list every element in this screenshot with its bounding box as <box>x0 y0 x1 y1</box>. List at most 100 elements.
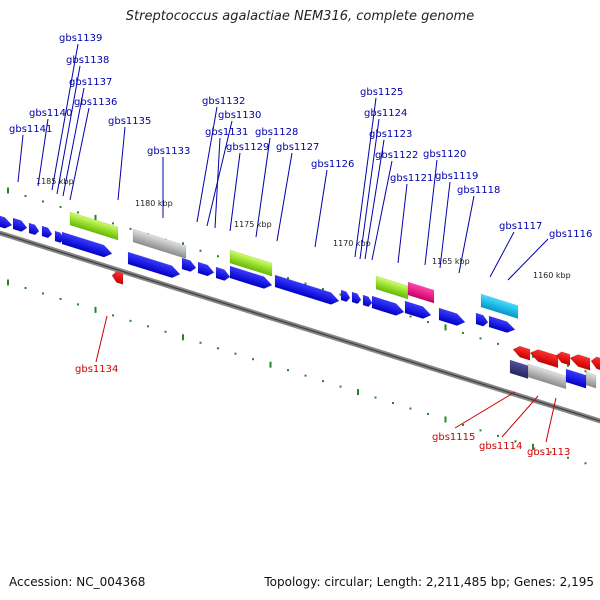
gene-arrow-forward <box>340 289 351 302</box>
gene-label-forward: gbs1133 <box>147 146 190 157</box>
gene-arrow-forward <box>371 295 405 316</box>
label-leader-line <box>117 126 126 201</box>
label-leader-line <box>69 107 90 201</box>
tick-label: 1160 kbp <box>533 271 571 280</box>
gene-feature-pink <box>407 281 435 304</box>
label-leader-line <box>501 395 539 438</box>
gene-arrow-forward <box>61 231 113 258</box>
label-leader-line <box>489 231 515 278</box>
gene-feature-grey <box>585 371 597 389</box>
gene-label-reverse: gbs1115 <box>432 432 475 443</box>
gene-label-forward: gbs1122 <box>375 150 418 161</box>
tick-label: 1170 kbp <box>333 239 371 248</box>
gene-arrow-forward <box>215 266 231 281</box>
gene-label-forward: gbs1131 <box>205 127 248 138</box>
gene-label-forward: gbs1136 <box>74 97 117 108</box>
gene-arrow-forward <box>12 217 28 232</box>
gene-label-forward: gbs1121 <box>390 173 433 184</box>
label-leader-line <box>17 134 24 183</box>
gene-label-forward: gbs1130 <box>218 110 261 121</box>
gene-feature-navy <box>509 359 529 379</box>
label-leader-line <box>214 137 221 229</box>
label-leader-line <box>51 43 79 191</box>
label-leader-line <box>507 238 549 281</box>
gene-label-forward: gbs1138 <box>66 55 109 66</box>
gene-label-reverse: gbs1113 <box>527 447 570 458</box>
gene-label-forward: gbs1128 <box>255 127 298 138</box>
label-leader-line <box>62 87 85 197</box>
tick-label: 1175 kbp <box>234 220 272 229</box>
gene-arrow-forward <box>362 294 373 307</box>
gene-feature-cyan <box>480 293 519 319</box>
label-leader-line <box>206 120 233 227</box>
gene-label-forward: gbs1120 <box>423 149 466 160</box>
backbone-inner <box>0 232 600 422</box>
gene-feature-green <box>69 211 119 241</box>
gene-feature-blue <box>565 368 587 389</box>
gene-label-forward: gbs1137 <box>69 77 112 88</box>
tick-row-lower <box>7 279 587 465</box>
gene-label-reverse: gbs1134 <box>75 364 118 375</box>
gene-label-forward: gbs1118 <box>457 185 500 196</box>
label-leader-line <box>545 397 557 443</box>
gene-arrow-reverse <box>590 356 600 372</box>
label-leader-line <box>454 391 516 429</box>
label-leader-line <box>424 159 438 266</box>
gene-arrow-forward <box>351 291 362 304</box>
gene-feature-green <box>229 249 273 277</box>
label-leader-line <box>359 118 380 260</box>
label-leader-line <box>276 152 293 242</box>
label-leader-line <box>397 183 408 264</box>
label-leader-line <box>255 137 271 238</box>
gene-arrow-forward <box>438 307 466 326</box>
label-leader-line <box>229 152 241 232</box>
gene-arrow-forward <box>28 222 40 236</box>
gene-label-forward: gbs1116 <box>549 229 592 240</box>
gene-arrow-reverse <box>512 345 531 361</box>
gene-label-forward: gbs1129 <box>226 142 269 153</box>
gene-arrow-forward <box>274 274 340 305</box>
label-leader-line <box>95 315 108 363</box>
label-leader-line <box>314 169 328 248</box>
gene-label-forward: gbs1140 <box>29 108 72 119</box>
gene-arrow-forward <box>127 251 181 279</box>
gene-arrow-forward <box>41 225 53 239</box>
gene-arrow-reverse <box>111 271 124 285</box>
gene-arrow-forward <box>404 300 432 319</box>
gene-arrow-forward <box>0 213 13 229</box>
gene-label-forward: gbs1141 <box>9 124 52 135</box>
gene-arrow-reverse <box>569 354 591 371</box>
gene-arrow-forward <box>488 315 516 333</box>
tick-label: 1165 kbp <box>432 257 470 266</box>
label-leader-line <box>37 118 49 187</box>
tick-row-upper <box>7 187 587 373</box>
gene-label-reverse: gbs1114 <box>479 441 522 452</box>
accession-text: Accession: NC_004368 <box>9 575 146 589</box>
label-leader-line <box>364 139 385 260</box>
gene-label-forward: gbs1126 <box>311 159 354 170</box>
label-leader-line <box>354 97 377 258</box>
gene-feature-grey <box>132 228 187 259</box>
gene-label-forward: gbs1135 <box>108 116 151 127</box>
gene-arrow-reverse <box>529 349 559 369</box>
gene-feature-green <box>375 275 409 300</box>
gene-arrow-forward <box>229 265 273 289</box>
gene-label-forward: gbs1119 <box>435 171 478 182</box>
map-title: Streptococcus agalactiae NEM316, complet… <box>125 9 475 24</box>
label-leader-line <box>439 181 451 269</box>
gene-label-forward: gbs1125 <box>360 87 403 98</box>
gene-arrow-forward <box>475 312 489 327</box>
tick-label: 1180 kbp <box>135 199 173 208</box>
tick-label: 1185 kbp <box>36 177 74 186</box>
gene-label-forward: gbs1124 <box>364 108 407 119</box>
gene-arrow-forward <box>181 257 197 272</box>
gene-label-forward: gbs1123 <box>369 129 412 140</box>
genome-summary-text: Topology: circular; Length: 2,211,485 bp… <box>264 575 594 589</box>
label-leader-line <box>371 160 393 261</box>
gene-label-forward: gbs1132 <box>202 96 245 107</box>
label-leader-line <box>458 195 475 274</box>
gene-label-forward: gbs1117 <box>499 221 542 232</box>
gene-feature-grey <box>527 363 567 390</box>
gene-arrow-reverse <box>555 351 571 366</box>
